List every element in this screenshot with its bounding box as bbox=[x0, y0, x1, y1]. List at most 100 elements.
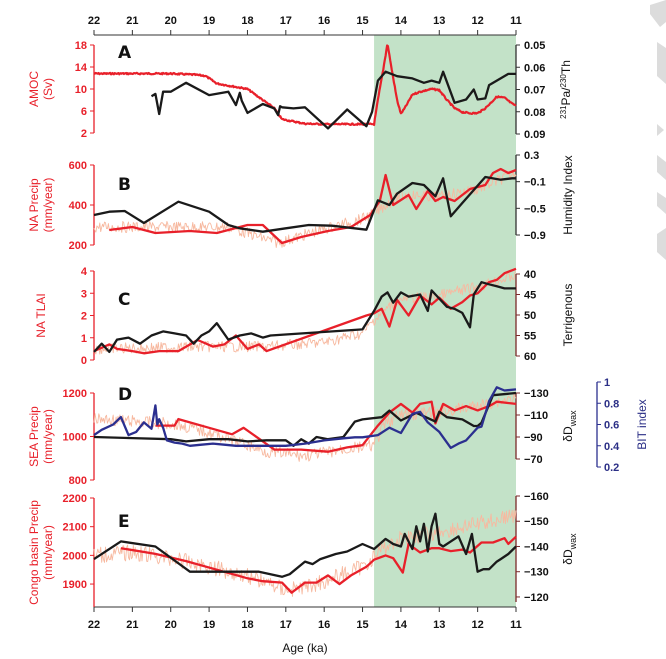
right-y-tick-label: −0.9 bbox=[524, 230, 546, 242]
top-x-tick-label: 19 bbox=[203, 15, 215, 27]
panel-a: 18 14 10 6 2 AMOC(Sv) 0.05 0.06 0.07 0.08 0.09 231P… bbox=[27, 40, 573, 141]
bit-axis-tick-label: 0.4 bbox=[604, 441, 620, 453]
right-y-tick-label: 0.08 bbox=[524, 107, 545, 119]
right-y-axis-label: Terrigenous bbox=[561, 284, 575, 347]
series-line-black bbox=[150, 70, 516, 130]
bottom-x-tick-label: 19 bbox=[203, 619, 215, 631]
panel-letter: A bbox=[118, 43, 132, 63]
left-y-tick-label: 1900 bbox=[63, 579, 87, 591]
top-x-tick-label: 16 bbox=[318, 15, 330, 27]
series-line-red bbox=[120, 535, 517, 594]
right-y-axis-label: δDwax bbox=[561, 410, 578, 442]
right-y-axis-label: δDwax bbox=[561, 533, 578, 565]
right-y-tick-label: −130 bbox=[524, 567, 549, 579]
top-x-tick-label: 18 bbox=[241, 15, 253, 27]
top-x-tick-label: 22 bbox=[88, 15, 100, 27]
left-y-tick-label: 2 bbox=[81, 311, 87, 323]
series-line-red bbox=[93, 267, 517, 355]
series-line-pink bbox=[93, 271, 517, 355]
top-x-tick-label: 12 bbox=[472, 15, 484, 27]
panel-e: 2200 2100 2000 1900 Congo basin Precip(mm/ye… bbox=[27, 491, 578, 607]
series-line-black bbox=[93, 512, 517, 578]
series-line-pink bbox=[93, 509, 517, 597]
series-line-pink bbox=[93, 392, 517, 462]
right-y-tick-label: −140 bbox=[524, 541, 549, 553]
watermark-shape bbox=[657, 124, 664, 136]
left-y-axis-label: Congo basin Precip(mm/year) bbox=[27, 500, 55, 605]
bottom-x-tick-label: 16 bbox=[318, 619, 330, 631]
bit-axis-tick-label: 0.2 bbox=[604, 462, 619, 474]
left-y-axis-label: SEA Precip(mm/year) bbox=[27, 406, 55, 467]
watermark-shape bbox=[657, 192, 666, 214]
bit-axis-tick-label: 0.6 bbox=[604, 420, 619, 432]
top-x-tick-label: 20 bbox=[165, 15, 177, 27]
right-y-tick-label: 55 bbox=[524, 331, 536, 343]
top-x-tick-label: 14 bbox=[395, 15, 408, 27]
left-y-tick-label: 3 bbox=[81, 288, 87, 300]
series-line-black bbox=[93, 281, 516, 354]
watermark-shape bbox=[650, 0, 666, 27]
top-x-tick-label: 11 bbox=[510, 15, 522, 27]
left-y-tick-label: 2100 bbox=[63, 522, 87, 534]
bottom-x-tick-label: 12 bbox=[472, 619, 484, 631]
top-x-tick-label: 13 bbox=[433, 15, 445, 27]
bottom-x-tick-label: 18 bbox=[241, 619, 253, 631]
watermark-shape bbox=[657, 155, 666, 180]
left-y-axis-label: NA TLAI bbox=[34, 293, 48, 337]
bottom-x-tick-label: 15 bbox=[356, 619, 368, 631]
right-y-tick-label: 60 bbox=[524, 351, 536, 363]
right-y-tick-label: 0.3 bbox=[524, 150, 539, 162]
top-x-tick-label: 15 bbox=[356, 15, 368, 27]
bit-axis-tick-label: 0.8 bbox=[604, 398, 619, 410]
bottom-x-tick-label: 11 bbox=[510, 619, 522, 631]
top-x-tick-label: 21 bbox=[126, 15, 138, 27]
left-y-axis-label: NA Precip(mm/year) bbox=[27, 178, 55, 233]
right-y-tick-label: −70 bbox=[524, 454, 543, 466]
left-y-tick-label: 14 bbox=[75, 62, 88, 74]
top-x-tick-label: 17 bbox=[280, 15, 292, 27]
panel-letter: B bbox=[118, 175, 131, 195]
right-y-tick-label: −110 bbox=[524, 410, 548, 422]
bottom-x-tick-label: 22 bbox=[88, 619, 100, 631]
left-y-tick-label: 1000 bbox=[63, 432, 87, 444]
panel-b: 600 400 200 NA Precip(mm/year) 0.3 −0.1 −0.5 −0… bbox=[27, 150, 575, 252]
watermark-shape bbox=[657, 228, 666, 260]
panel-c: 4 3 2 1 0 NA TLAI 40 45 50 55 60 Terrigenous C bbox=[34, 266, 575, 367]
bit-axis-tick-label: 1 bbox=[604, 377, 610, 389]
series-line-pink bbox=[93, 170, 517, 248]
right-y-tick-label: −90 bbox=[524, 432, 543, 444]
right-y-axis-label: 231Pa/230Th bbox=[559, 60, 573, 119]
series-line-black bbox=[93, 391, 517, 447]
right-y-tick-label: −150 bbox=[524, 516, 549, 528]
right-y-tick-label: −0.5 bbox=[524, 203, 546, 215]
right-y-tick-label: 0.06 bbox=[524, 62, 545, 74]
right-y-tick-label: −120 bbox=[524, 592, 549, 604]
left-y-tick-label: 200 bbox=[69, 240, 87, 252]
left-y-axis-label: AMOC(Sv) bbox=[27, 71, 55, 107]
right-y-tick-label: −130 bbox=[524, 388, 549, 400]
right-y-tick-label: 0.07 bbox=[524, 85, 545, 97]
series-line-black bbox=[93, 175, 516, 233]
panel-letter: E bbox=[118, 512, 130, 532]
left-y-tick-label: 1 bbox=[81, 333, 87, 345]
panel-d: 1200 1000 800 SEA Precip(mm/year) −130 −110 −9… bbox=[27, 377, 649, 487]
right-y-tick-label: 40 bbox=[524, 269, 536, 281]
x-axis-label: Age (ka) bbox=[282, 641, 327, 655]
shaded-interval-band bbox=[374, 35, 516, 607]
left-y-tick-label: 1200 bbox=[63, 388, 87, 400]
series-line-red bbox=[93, 44, 517, 127]
right-y-axis-label: Humidity Index bbox=[561, 155, 575, 234]
left-y-tick-label: 2200 bbox=[63, 493, 87, 505]
series-line-red bbox=[155, 400, 517, 453]
series-line-red bbox=[109, 167, 517, 245]
left-y-tick-label: 600 bbox=[69, 160, 87, 172]
right-y-tick-label: 50 bbox=[524, 310, 536, 322]
left-y-tick-label: 0 bbox=[81, 355, 87, 367]
bottom-x-tick-label: 13 bbox=[433, 619, 445, 631]
bit-axis-label: BIT index bbox=[635, 399, 649, 449]
right-y-tick-label: −160 bbox=[524, 491, 549, 503]
right-y-tick-label: 0.05 bbox=[524, 40, 545, 52]
watermark-shapes bbox=[650, 0, 666, 260]
panel-letter: C bbox=[118, 290, 130, 310]
